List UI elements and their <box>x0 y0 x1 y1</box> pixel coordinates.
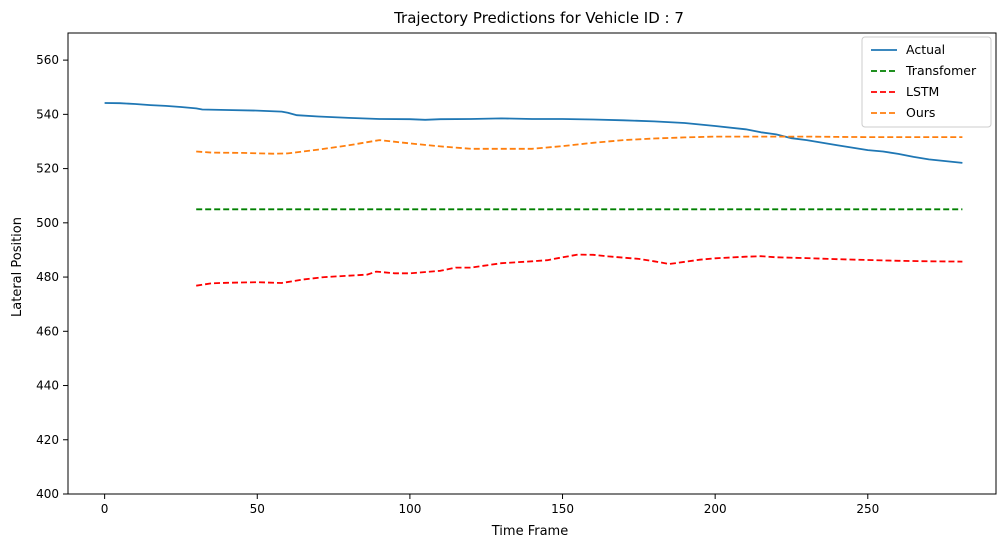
x-tick-label: 200 <box>704 502 727 516</box>
y-tick-label: 480 <box>36 270 59 284</box>
legend-label: Actual <box>906 42 945 57</box>
series-line-actual <box>104 102 963 164</box>
legend-label: LSTM <box>906 84 939 99</box>
x-tick-label: 150 <box>551 502 574 516</box>
axes-ticks: 0 50 100 150 200 250 400 420 440 460 480 500 520 540 5… <box>36 53 879 516</box>
y-tick-label: 400 <box>36 487 59 501</box>
x-tick-label: 100 <box>398 502 421 516</box>
plot-series <box>104 102 963 287</box>
series-line-ours <box>196 135 963 155</box>
plot-area-frame <box>67 32 997 495</box>
legend-label: Transfomer <box>905 63 977 78</box>
y-tick-label: 420 <box>36 433 59 447</box>
y-tick-label: 540 <box>36 107 59 121</box>
legend-label: Ours <box>906 105 935 120</box>
y-axis-label: Lateral Position <box>10 217 25 317</box>
y-tick-label: 500 <box>36 216 59 230</box>
y-tick-label: 460 <box>36 324 59 338</box>
legend: Actual Transfomer LSTM Ours <box>861 36 992 128</box>
chart-title: Trajectory Predictions for Vehicle ID : … <box>393 9 684 27</box>
y-tick-label: 520 <box>36 162 59 176</box>
series-line-lstm <box>196 253 963 287</box>
x-tick-label: 0 <box>101 502 109 516</box>
legend-box <box>861 36 992 128</box>
x-axis-label: Time Frame <box>491 524 568 539</box>
y-tick-label: 440 <box>36 379 59 393</box>
y-tick-label: 560 <box>36 53 59 67</box>
x-tick-label: 250 <box>856 502 879 516</box>
x-tick-label: 50 <box>250 502 265 516</box>
